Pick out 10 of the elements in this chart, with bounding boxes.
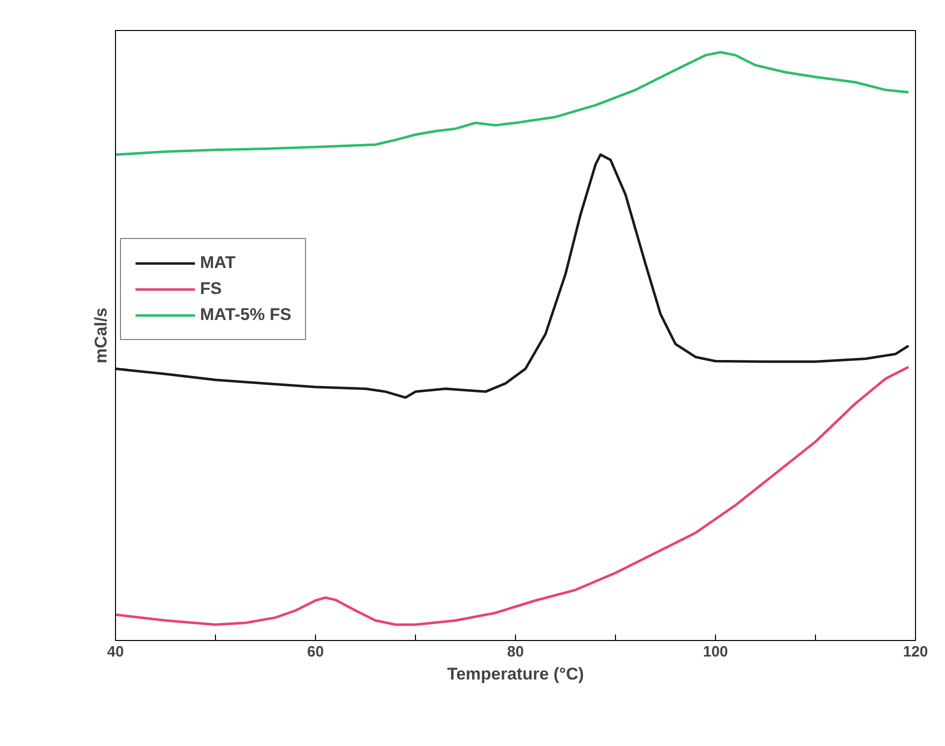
x-tick-label: 60: [307, 644, 324, 660]
x-tick-label: 100: [702, 644, 728, 660]
legend-label: MAT: [200, 253, 236, 273]
x-tick-label: 120: [902, 644, 928, 660]
x-tick-label: 40: [107, 644, 124, 660]
x-tick-label: 80: [507, 644, 524, 660]
legend-label: MAT-5% FS: [200, 305, 292, 325]
y-axis-title: mCal/s: [92, 308, 110, 364]
legend-label: FS: [200, 279, 222, 299]
x-axis-title: Temperature (°C): [447, 664, 584, 684]
